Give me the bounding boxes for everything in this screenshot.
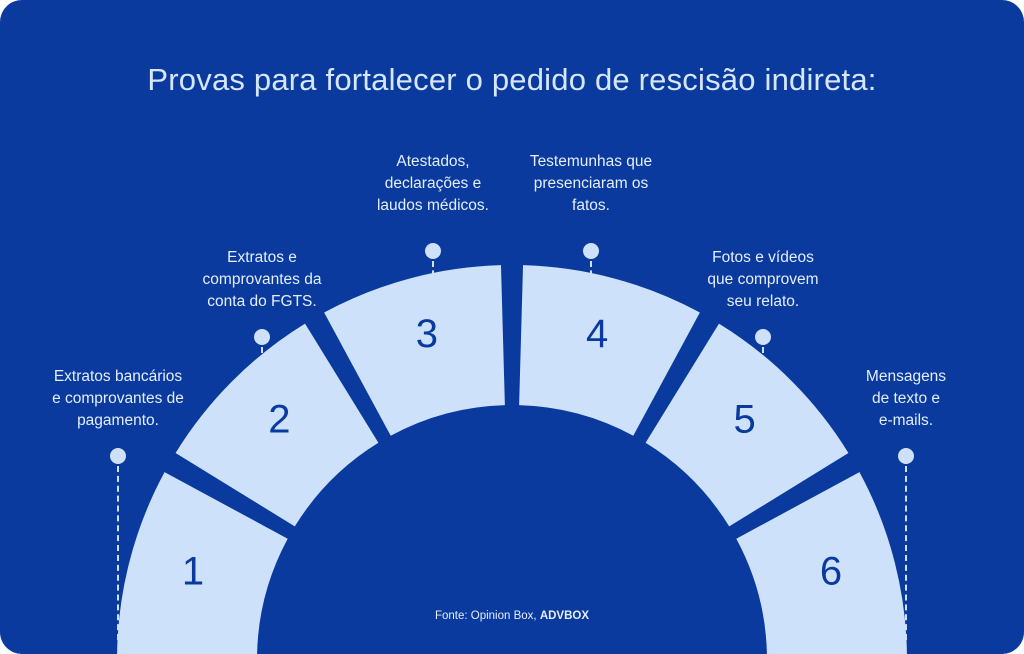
step-label-line: laudos médicos.: [376, 197, 489, 214]
step-label-3: Atestados, declarações e laudos médicos.: [353, 151, 513, 217]
step-label-line: declarações e: [384, 175, 482, 192]
ring-segment-4: [519, 265, 700, 436]
step-label-line: Testemunhas que: [529, 153, 653, 170]
source-note: Fonte: Opinion Box, ADVBOX: [0, 610, 1024, 622]
source-prefix: Fonte: Opinion Box,: [434, 610, 540, 622]
segment-number-3: 3: [416, 312, 438, 356]
step-label-4: Testemunhas que presenciaram os fatos.: [511, 151, 671, 217]
segment-number-1: 1: [182, 549, 204, 593]
pin-dot-icon: [755, 329, 771, 345]
step-label-line: conta do FGTS.: [207, 293, 317, 310]
ring-segment-1: [117, 472, 288, 654]
leader-line: [432, 261, 434, 295]
pin-dot-icon: [110, 448, 126, 464]
pin-dot-icon: [898, 448, 914, 464]
step-label-line: e-mails.: [878, 412, 934, 429]
ring-segment-5: [645, 323, 849, 527]
page-title: Provas para fortalecer o pedido de resci…: [147, 62, 877, 97]
segment-number-6: 6: [820, 549, 842, 593]
step-label-line: seu relato.: [726, 293, 800, 310]
segment-number-2: 2: [268, 397, 290, 441]
segment-number-5: 5: [734, 397, 756, 441]
step-label-line: fatos.: [572, 197, 610, 214]
ring-segment-3: [324, 265, 505, 436]
step-label-line: e comprovantes de: [52, 390, 184, 407]
step-label-6: Mensagens de texto e e-mails.: [826, 366, 986, 432]
step-label-line: Fotos e vídeos: [712, 249, 814, 266]
leader-line: [905, 466, 907, 640]
source-brand: ADVBOX: [539, 610, 590, 622]
step-label-line: presenciaram os: [533, 175, 649, 192]
step-label-line: Extratos e: [227, 249, 297, 266]
leader-line: [117, 466, 119, 640]
pin-dot-icon: [254, 329, 270, 345]
step-label-5: Fotos e vídeos que comprovem seu relato.: [683, 247, 843, 313]
step-label-line: pagamento.: [77, 412, 159, 429]
step-label-line: que comprovem: [707, 271, 819, 288]
step-label-line: de texto e: [871, 390, 941, 407]
step-label-line: Atestados,: [396, 153, 470, 170]
leader-line: [590, 261, 592, 295]
pin-dot-icon: [425, 243, 441, 259]
leader-line: [762, 347, 764, 366]
step-label-line: comprovantes da: [202, 271, 322, 288]
step-label-1: Extratos bancários e comprovantes de pagam…: [38, 366, 198, 432]
step-label-2: Extratos e comprovantes da conta do FGTS.: [182, 247, 342, 313]
leader-line: [261, 347, 263, 366]
step-label-line: Mensagens: [865, 368, 947, 385]
segment-number-4: 4: [586, 312, 608, 356]
ring-segment-6: [736, 472, 907, 654]
pin-dot-icon: [583, 243, 599, 259]
ring-segment-2: [175, 323, 379, 527]
step-label-line: Extratos bancários: [53, 368, 183, 385]
